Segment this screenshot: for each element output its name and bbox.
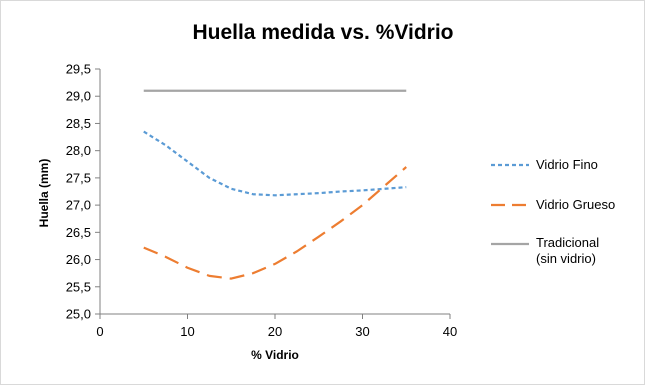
legend-label-line: Vidrio Grueso	[536, 197, 615, 212]
x-tick-label: 0	[96, 324, 103, 339]
x-tick-label: 10	[180, 324, 194, 339]
legend-label-line: Vidrio Fino	[536, 157, 598, 172]
y-tick-label: 25,0	[66, 307, 91, 322]
y-axis-title: Huella (mm)	[37, 159, 51, 228]
y-tick-label: 25,5	[66, 279, 91, 294]
y-axis-ticks: 25,0 25,5 26,0 26,5 27,0 27,5 28,0 28,5 29,0 29,5	[66, 62, 100, 322]
legend-label: Vidrio Fino	[536, 157, 598, 172]
x-tick-label: 20	[268, 324, 282, 339]
plot-area	[99, 69, 450, 315]
y-tick-label: 26,5	[66, 225, 91, 240]
legend-label: Vidrio Grueso	[536, 197, 615, 212]
series-group	[143, 89, 407, 280]
y-tick-label: 29,5	[66, 62, 91, 77]
series-line-2	[143, 166, 407, 280]
legend-label: Tradicional (sin vidrio)	[536, 235, 599, 266]
x-axis-ticks: 0 10 20 30 40	[96, 314, 457, 339]
y-tick-label: 28,5	[66, 116, 91, 131]
y-tick-label: 27,5	[66, 170, 91, 185]
legend-label-line: (sin vidrio)	[536, 251, 596, 266]
legend-label-line: Tradicional	[536, 235, 599, 250]
series-line-1	[143, 130, 407, 197]
legend-item: Vidrio Fino	[491, 157, 598, 172]
x-tick-label: 40	[443, 324, 457, 339]
x-axis-title: % Vidrio	[251, 348, 299, 362]
y-tick-label: 26,0	[66, 252, 91, 267]
x-tick-label: 30	[355, 324, 369, 339]
legend: Vidrio Fino Vidrio Grueso Tradicional (sin …	[491, 157, 615, 266]
legend-item: Vidrio Grueso	[491, 197, 615, 212]
y-tick-label: 28,0	[66, 143, 91, 158]
chart-title: Huella medida vs. %Vidrio	[192, 21, 453, 44]
y-tick-label: 27,0	[66, 198, 91, 213]
legend-item: Tradicional (sin vidrio)	[491, 235, 599, 266]
y-tick-label: 29,0	[66, 89, 91, 104]
